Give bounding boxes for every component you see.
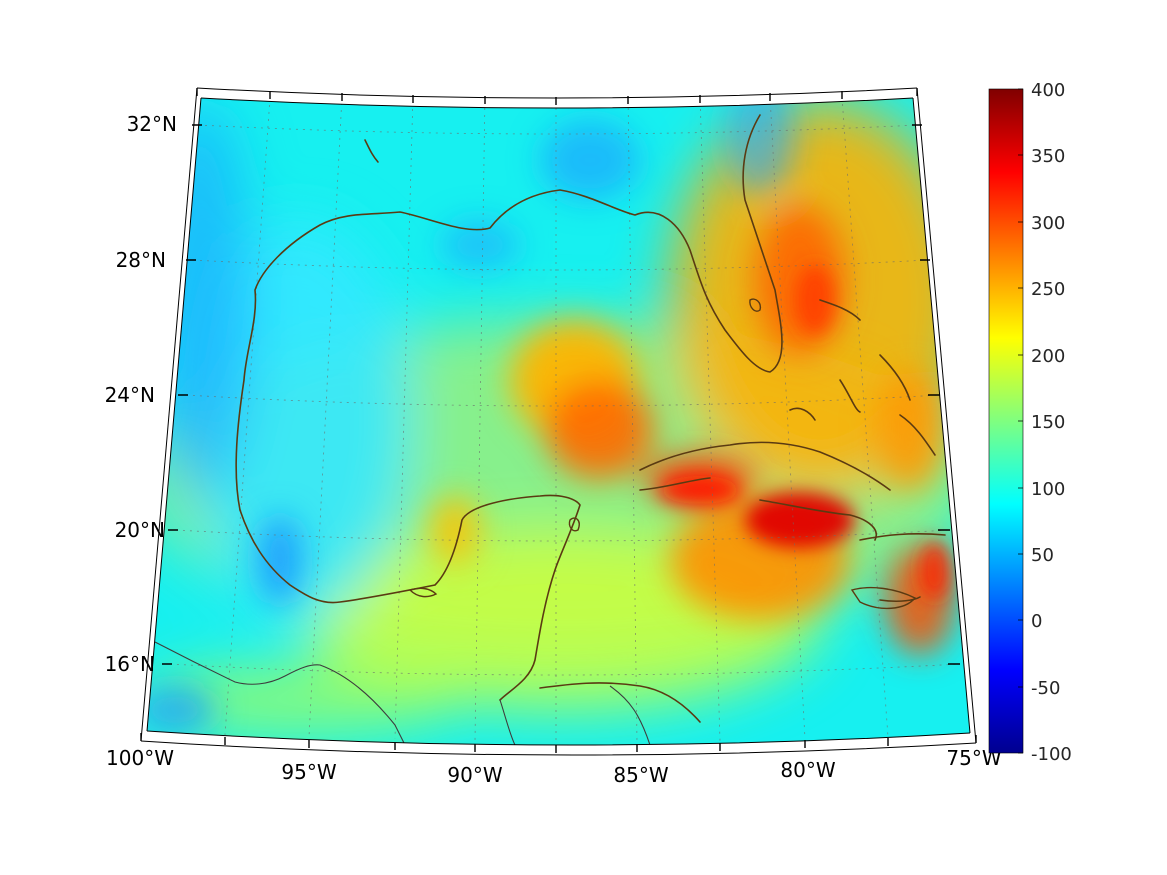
lat-label: 20°N	[115, 518, 165, 542]
colorbar-tick-label: -100	[1031, 744, 1072, 765]
colorbar-tick-label: 300	[1031, 213, 1065, 234]
lat-label: 32°N	[127, 112, 177, 136]
colorbar: 400 350 300 250 200 150 100 50 0 -50 -10…	[988, 80, 1072, 765]
colorbar-scale	[988, 88, 1024, 754]
lon-label: 80°W	[780, 758, 835, 782]
lat-label: 24°N	[105, 383, 155, 407]
colorbar-tick-label: 50	[1031, 545, 1054, 566]
colorbar-tick-label: 400	[1031, 80, 1065, 101]
colorbar-tick-label: -50	[1031, 678, 1060, 699]
colorbar-tick-label: 150	[1031, 412, 1065, 433]
lon-label: 85°W	[613, 763, 668, 787]
longitude-labels: 100°W 95°W 90°W 85°W 80°W 75°W	[106, 746, 1002, 787]
lon-label: 90°W	[447, 763, 502, 787]
lat-label: 16°N	[105, 652, 155, 676]
map-frame	[140, 87, 977, 756]
lon-label: 100°W	[106, 746, 174, 770]
latitude-labels: 16°N 20°N 24°N 28°N 32°N	[105, 112, 177, 676]
coastlines	[235, 114, 946, 723]
data-field	[147, 98, 970, 746]
colorbar-tick-label: 250	[1031, 279, 1065, 300]
graticule	[169, 98, 961, 743]
colorbar-tick-label: 200	[1031, 346, 1065, 367]
lon-label: 95°W	[281, 760, 336, 784]
colorbar-tick-label: 100	[1031, 479, 1065, 500]
lat-label: 28°N	[116, 248, 166, 272]
country-borders	[154, 641, 651, 746]
colorbar-tick-label: 0	[1031, 611, 1042, 632]
colorbar-tick-label: 350	[1031, 146, 1065, 167]
